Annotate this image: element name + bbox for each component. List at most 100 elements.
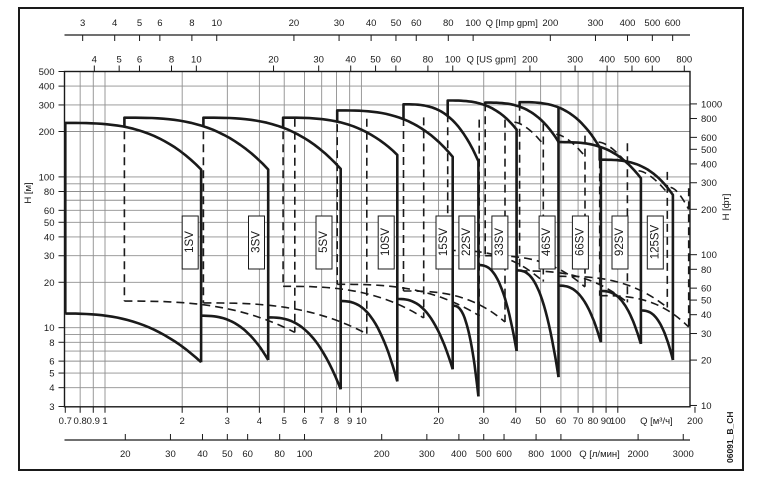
axis-q-lpm-tick-label: 400 xyxy=(451,449,467,460)
axis-q-m3h-tick-label: 200 xyxy=(687,416,703,427)
axis-q-imp-gpm-tick-label: 300 xyxy=(588,18,604,29)
pump-label-125SV: 125SV xyxy=(649,224,661,259)
pump-label-33SV: 33SV xyxy=(494,228,506,256)
axis-q-imp-gpm-tick-label: 60 xyxy=(411,18,422,29)
axis-q-m3h-tick-label: 5 xyxy=(282,416,287,427)
envelope-3SV xyxy=(123,116,270,361)
axis-q-us-gpm-title: Q [US gpm] xyxy=(467,55,517,66)
axis-h-ft-tick-label: 200 xyxy=(701,205,717,216)
axis-q-us-gpm-tick-label: 60 xyxy=(391,55,402,66)
envelope-5SV xyxy=(202,116,342,390)
axis-h-m-tick-label: 4 xyxy=(49,383,54,394)
envelope-top-and-edge xyxy=(202,116,342,390)
axis-h-m-tick-label: 6 xyxy=(49,357,54,368)
pump-label-box-3SV xyxy=(248,215,265,270)
axis-q-m3h-tick-label: 100 xyxy=(610,416,626,427)
pump-label-box-1SV xyxy=(181,215,199,270)
axis-q-imp-gpm-tick-label: 6 xyxy=(157,18,162,29)
axis-q-imp-gpm-title: Q [Imp gpm] xyxy=(486,18,538,29)
axis-h-m-tick-label: 8 xyxy=(49,338,54,349)
axis-q-imp-gpm-tick-label: 4 xyxy=(112,18,117,29)
axis-q-lpm-tick-label: 3000 xyxy=(673,449,694,460)
axis-q-lpm-tick-label: 300 xyxy=(419,449,435,460)
axis-h-m-tick-label: 300 xyxy=(39,100,55,111)
axis-q-imp-gpm-tick-label: 3 xyxy=(80,18,85,29)
envelope-top-and-edge xyxy=(483,101,560,378)
envelope-bottom-curve xyxy=(640,309,675,361)
envelope-top-and-edge xyxy=(123,116,270,360)
axis-q-m3h-tick-label: 8 xyxy=(334,416,339,427)
pump-label-15SV: 15SV xyxy=(438,228,450,256)
axis-h-m-tick-label: 80 xyxy=(44,187,55,198)
axis-h-ft-tick-label: 600 xyxy=(701,133,717,144)
axis-q-imp-gpm-tick-label: 400 xyxy=(620,18,636,29)
axis-h-ft-tick-label: 100 xyxy=(701,250,717,261)
axis-q-lpm-tick-label: 50 xyxy=(222,449,233,460)
axis-q-us-gpm-tick-label: 400 xyxy=(599,55,615,66)
axis-q-us-gpm-tick-label: 5 xyxy=(117,55,122,66)
axis-q-imp-gpm-tick-label: 500 xyxy=(644,18,660,29)
envelope-1SV xyxy=(64,121,203,364)
axis-q-lpm-title: Q [л/мин] xyxy=(579,449,620,460)
axis-q-us-gpm-tick-label: 80 xyxy=(423,55,434,66)
dashed-envelope-3SV xyxy=(123,118,296,334)
axis-q-m3h-tick-label: 40 xyxy=(510,416,521,427)
axis-q-imp-gpm-tick-label: 100 xyxy=(465,18,481,29)
pump-label-66SV: 66SV xyxy=(574,228,586,256)
axis-h-m-tick-label: 10 xyxy=(44,323,55,334)
axis-q-us-gpm: 4 5 6 8 10 20 30 40 50 60 80 100 200 300 400 500 600 800 Q… xyxy=(92,55,692,72)
pump-label-46SV: 46SV xyxy=(541,228,553,256)
axis-q-imp-gpm-tick-label: 10 xyxy=(211,18,222,29)
axis-h-m-tick-label: 5 xyxy=(49,369,54,380)
axis-q-m3h-tick-label: 3 xyxy=(225,416,230,427)
axis-q-us-gpm-tick-label: 50 xyxy=(370,55,381,66)
axis-h-m-tick-label: 3 xyxy=(49,402,54,413)
axis-q-m3h-tick-label: 60 xyxy=(556,416,567,427)
dashed-bottom-curve xyxy=(124,300,296,334)
drawing-number-stamp: 06091_B_CH xyxy=(725,411,735,463)
pump-label-box-92SV xyxy=(611,215,629,270)
axis-h-ft-tick-label: 10 xyxy=(701,401,712,412)
axis-h-ft-tick-label: 80 xyxy=(701,265,712,276)
axis-h-m-tick-label: 60 xyxy=(44,206,55,217)
figure-border xyxy=(18,7,744,471)
axis-q-m3h-tick-label: 6 xyxy=(302,416,307,427)
axis-q-lpm-tick-label: 500 xyxy=(476,449,492,460)
envelope-top-and-edge xyxy=(446,99,518,351)
pump-label-box-15SV xyxy=(435,215,453,270)
axis-q-imp-gpm: 3 4 5 6 8 10 20 30 40 50 60 80 100 200 300 400 500 600 Q [… xyxy=(64,18,690,41)
axis-h-ft-title: H [фт] xyxy=(721,194,732,221)
axis-q-us-gpm-tick-label: 300 xyxy=(567,55,583,66)
axis-q-lpm-tick-label: 100 xyxy=(297,449,313,460)
axis-q-m3h-tick-label: 2 xyxy=(180,416,185,427)
axis-q-m3h-tick-label: 9 xyxy=(347,416,352,427)
envelope-bottom-curve xyxy=(65,312,202,364)
axis-q-lpm-tick-label: 80 xyxy=(274,449,285,460)
dashed-bottom-curve xyxy=(558,275,668,309)
pump-label-box-125SV xyxy=(646,215,664,270)
axis-q-lpm-tick-label: 800 xyxy=(528,449,544,460)
pump-label-box-22SV xyxy=(458,215,476,270)
axis-q-us-gpm-tick-label: 10 xyxy=(191,55,202,66)
envelope-bottom-curve xyxy=(452,304,480,397)
axis-q-m3h-tick-label: 70 xyxy=(573,416,584,427)
axis-q-imp-gpm-tick-label: 8 xyxy=(189,18,194,29)
envelope-33SV xyxy=(446,99,518,352)
axis-h-ft-tick-label: 30 xyxy=(701,329,712,340)
axis-h-ft-tick-label: 60 xyxy=(701,284,712,295)
axis-q-m3h-tick-label: 0.9 xyxy=(87,416,100,427)
axis-q-us-gpm-tick-label: 200 xyxy=(522,55,538,66)
envelope-top-and-edge xyxy=(598,146,675,360)
axis-q-lpm-tick-label: 60 xyxy=(242,449,253,460)
envelope-46SV xyxy=(483,101,560,378)
axis-q-m3h-tick-label: 90 xyxy=(601,416,612,427)
axis-q-imp-gpm-tick-label: 20 xyxy=(289,18,300,29)
axis-q-imp-gpm-tick-label: 5 xyxy=(137,18,142,29)
pump-label-box-10SV xyxy=(377,215,395,270)
dashed-bottom-curve xyxy=(283,285,425,319)
